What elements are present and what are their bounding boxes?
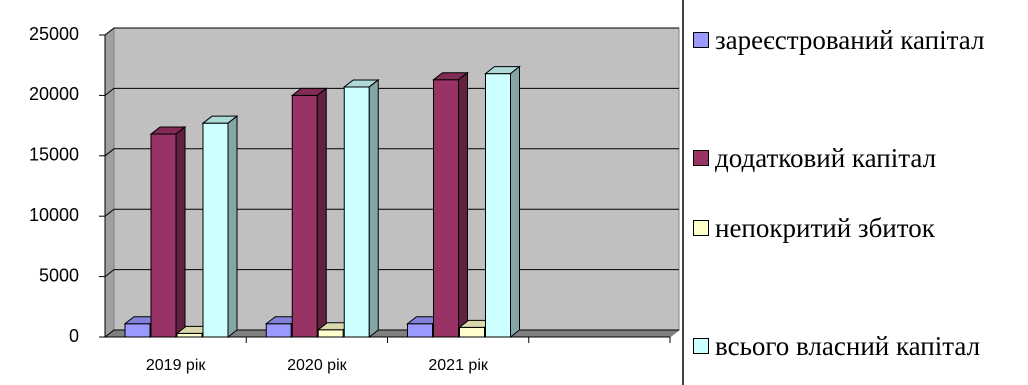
- legend-label: зареєстрований капітал: [715, 25, 985, 55]
- bar-front: [124, 323, 151, 338]
- bar-front: [202, 122, 229, 338]
- legend-label: всього власний капітал: [715, 331, 981, 361]
- grid-line: [104, 27, 679, 36]
- bar-front: [176, 332, 203, 338]
- bar-front: [317, 329, 344, 338]
- bar-front: [150, 133, 177, 338]
- y-tick-label: 15000: [29, 145, 79, 165]
- bar-side: [458, 71, 468, 339]
- bar-front: [407, 323, 433, 338]
- x-tick-label: 2021 рік: [428, 357, 488, 374]
- legend-item: непокритий збиток: [690, 210, 1015, 246]
- bar-side: [368, 78, 379, 339]
- x-tick-label: 2019 рік: [146, 357, 206, 374]
- bar: [342, 78, 380, 339]
- bar-side: [316, 87, 327, 339]
- y-tick-label: 10000: [29, 205, 79, 225]
- legend-item: всього власний капітал: [690, 328, 1015, 364]
- legend-swatch: [693, 338, 709, 354]
- bar-side: [510, 65, 520, 339]
- legend: зареєстрований капітал додатковий капітал…: [690, 0, 1025, 385]
- y-tick-label: 20000: [29, 84, 79, 104]
- legend-label: непокритий збиток: [715, 213, 935, 243]
- bar: [201, 115, 239, 339]
- bar: [484, 65, 521, 339]
- legend-label: додатковий капітал: [715, 143, 937, 173]
- bar-side: [175, 126, 186, 339]
- bar: [432, 71, 469, 339]
- bar: [149, 126, 187, 339]
- y-tick-label: 25000: [29, 24, 79, 44]
- bar: [290, 87, 328, 339]
- bar-front: [485, 73, 511, 338]
- bar-front: [343, 86, 370, 338]
- legend-item: додатковий капітал: [690, 140, 1015, 176]
- legend-swatch: [693, 220, 709, 236]
- legend-item: зареєстрований капітал: [690, 22, 1015, 58]
- legend-swatch: [693, 150, 709, 166]
- side-wall: [104, 26, 115, 339]
- y-tick-label: 0: [69, 326, 79, 346]
- bar-front: [459, 326, 485, 338]
- bar-side: [227, 115, 238, 339]
- back-wall: [113, 27, 680, 331]
- bar-front: [291, 94, 318, 338]
- y-tick-label: 5000: [39, 265, 79, 285]
- legend-swatch: [693, 32, 709, 48]
- bar-front: [433, 79, 459, 338]
- x-tick-label: 2020 рік: [287, 357, 347, 374]
- bar-front: [265, 323, 292, 338]
